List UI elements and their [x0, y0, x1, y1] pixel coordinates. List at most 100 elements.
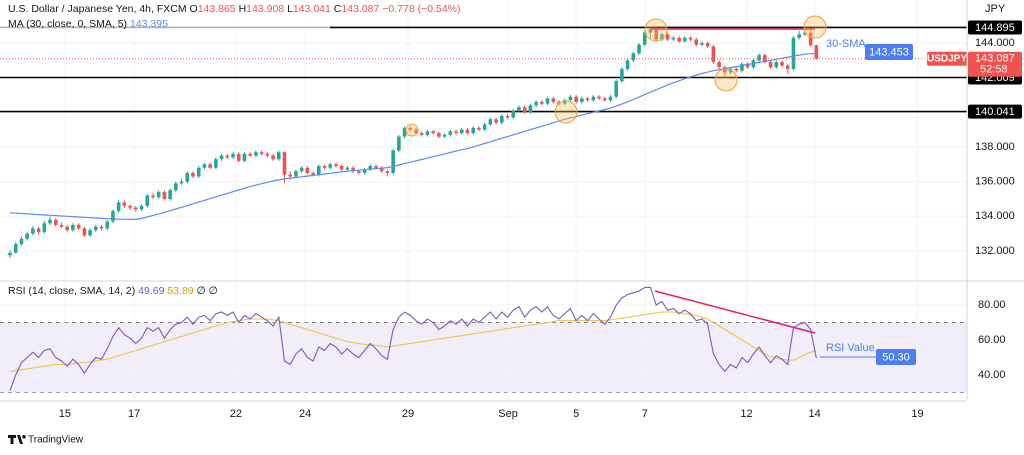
candle-body	[717, 62, 721, 68]
candle-body	[59, 224, 64, 227]
annotation: RSI Value	[826, 342, 875, 354]
candle-body	[334, 164, 338, 167]
candle-body	[179, 181, 184, 184]
brand: TradingView	[28, 435, 84, 446]
candle-body	[42, 223, 47, 232]
ma-label: MA (30, close, 0, SMA, 5)	[8, 18, 127, 30]
candle-body	[482, 124, 487, 130]
change: −0.778 (−0.54%)	[382, 3, 460, 15]
candle-body	[48, 219, 52, 224]
candle-body	[414, 129, 418, 134]
candle-body	[236, 153, 241, 161]
rsi-legend: RSI (14, close, SMA, 14, 2) 49.69 53.89 …	[8, 285, 218, 297]
candle-body	[191, 172, 195, 177]
y-tick-label: 138.000	[975, 141, 1015, 153]
candle-body	[665, 34, 670, 40]
candle-body	[574, 96, 578, 102]
candle-body	[402, 127, 407, 137]
candle-body	[465, 129, 470, 134]
candle-body	[431, 131, 435, 134]
candle-body	[53, 219, 58, 225]
field: H	[239, 3, 247, 15]
candle-body	[682, 37, 687, 42]
highlight-circle	[803, 15, 827, 39]
rsi-extra: ∅ ∅	[197, 285, 218, 297]
field: O	[190, 3, 198, 15]
candle-body	[225, 155, 230, 158]
candle-body	[374, 166, 378, 168]
candle-body	[357, 171, 361, 173]
x-tick-label: 15	[59, 408, 71, 420]
candle-body	[660, 34, 664, 40]
candle-body	[654, 29, 658, 40]
candle-body	[620, 68, 624, 82]
x-tick-label: 7	[642, 408, 648, 420]
candle-body	[151, 195, 155, 198]
candle-body	[768, 62, 773, 68]
annotation: 30-SMA	[826, 38, 866, 50]
candle-body	[505, 115, 510, 118]
annotation-box	[865, 44, 913, 60]
candle-body	[494, 119, 498, 123]
rsi-sma-line	[9, 311, 817, 373]
candle-body	[580, 98, 584, 102]
divergence-line	[654, 290, 816, 334]
candle-body	[379, 167, 384, 172]
candle-body	[317, 166, 321, 175]
highlight-circle	[644, 18, 668, 42]
candle-body	[711, 46, 716, 63]
candle-body	[705, 42, 710, 47]
candle-body	[105, 221, 110, 229]
candle-body	[728, 68, 733, 73]
candle-body	[437, 133, 441, 137]
field-value: 143.865	[198, 3, 236, 15]
candle-body	[242, 153, 247, 161]
candle-body	[231, 153, 235, 158]
candle-body	[517, 107, 521, 111]
x-tick-label: 19	[911, 408, 923, 420]
x-tick-label: 17	[128, 408, 140, 420]
candle-body	[677, 37, 681, 42]
candle-body	[248, 153, 252, 156]
rsi-line	[9, 286, 817, 391]
level-label-bg	[968, 20, 1022, 35]
x-tick-label: 24	[299, 408, 311, 420]
candle-body	[694, 39, 699, 45]
candle-body	[71, 224, 75, 231]
candle-body	[339, 166, 344, 170]
candle-body	[345, 167, 350, 170]
y-tick-label: 134.000	[975, 210, 1015, 222]
candle-body	[362, 169, 367, 173]
ma-legend: MA (30, close, 0, SMA, 5) 143.395	[8, 18, 168, 30]
candle-body	[602, 98, 607, 101]
level-label: 144.895	[975, 22, 1015, 34]
candle-body	[299, 167, 304, 172]
candle-body	[557, 101, 561, 104]
candle-body	[76, 224, 81, 229]
candle-body	[128, 205, 132, 208]
candle-body	[36, 228, 41, 232]
annotation: 143.453	[869, 46, 909, 58]
candle-body	[522, 107, 527, 113]
candle-body	[13, 244, 18, 253]
level-label: 140.041	[975, 106, 1015, 118]
candle-body	[477, 127, 481, 130]
candle-body	[134, 207, 138, 210]
sma-line	[9, 52, 817, 220]
candle-body	[219, 155, 224, 160]
candle-body	[637, 44, 641, 54]
candle-body	[797, 34, 801, 38]
currency: JPY	[985, 3, 1006, 15]
candle-body	[145, 195, 150, 206]
candle-body	[88, 230, 92, 236]
candle-body	[408, 127, 413, 130]
candle-body	[791, 37, 796, 69]
x-tick-label: 12	[740, 408, 752, 420]
candle-body	[328, 164, 333, 168]
rsi-tick-label: 40.00	[978, 369, 1006, 381]
rsi-value: 49.69	[138, 285, 164, 297]
candle-body	[597, 96, 601, 99]
header: U.S. Dollar / Japanese Yen, 4h, FXCM O14…	[8, 3, 461, 15]
